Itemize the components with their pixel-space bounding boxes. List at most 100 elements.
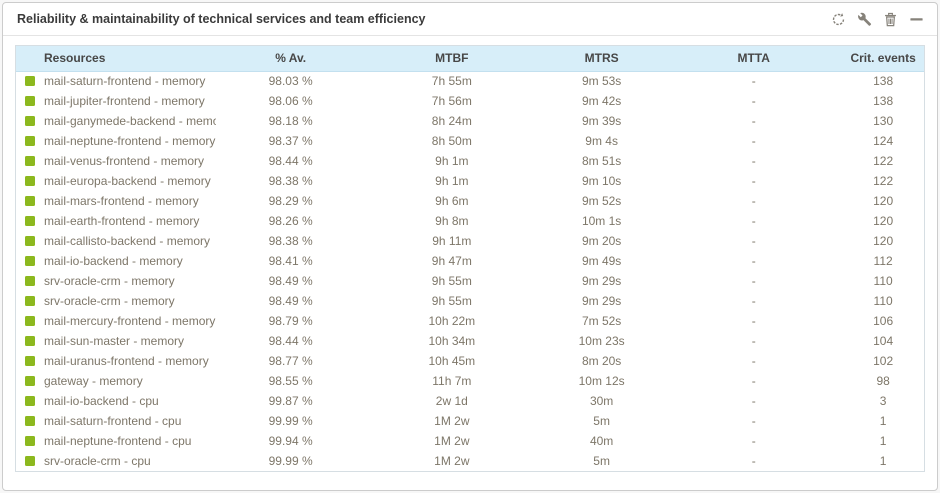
- table-row[interactable]: mail-earth-frontend - memory 98.26 % 9h …: [16, 211, 924, 231]
- table-row[interactable]: mail-jupiter-frontend - memory 98.06 % 7…: [16, 91, 924, 111]
- table-row[interactable]: mail-saturn-frontend - cpu 99.99 % 1M 2w…: [16, 411, 924, 431]
- column-header-availability[interactable]: % Av.: [215, 46, 366, 72]
- crit-events-value: 138: [873, 74, 894, 89]
- mtta-value: -: [751, 294, 756, 308]
- table-body: mail-saturn-frontend - memory 98.03 % 7h…: [16, 71, 924, 471]
- column-header-crit-events[interactable]: Crit. events: [842, 46, 924, 72]
- availability-value: 98.37 %: [268, 134, 313, 148]
- availability-value: 98.29 %: [268, 194, 313, 208]
- table-row[interactable]: srv-oracle-crm - memory 98.49 % 9h 55m 9…: [16, 291, 924, 311]
- mtbf-value: 1M 2w: [434, 434, 470, 448]
- resource-name: srv-oracle-crm - cpu: [44, 454, 151, 468]
- resource-name: mail-mars-frontend - memory: [44, 194, 199, 208]
- column-header-mtbf[interactable]: MTBF: [365, 46, 539, 72]
- table-row[interactable]: mail-io-backend - memory 98.41 % 9h 47m …: [16, 251, 924, 271]
- resource-name: mail-europa-backend - memory: [44, 174, 211, 188]
- resource-name: mail-neptune-frontend - cpu: [44, 434, 192, 448]
- table-row[interactable]: mail-uranus-frontend - memory 98.77 % 10…: [16, 351, 924, 371]
- mtbf-value: 9h 47m: [431, 254, 472, 268]
- status-ok-icon: [25, 176, 35, 186]
- resource-name: mail-io-backend - cpu: [44, 394, 159, 408]
- mtta-value: -: [751, 394, 756, 408]
- mtta-value: -: [751, 94, 756, 108]
- availability-value: 98.38 %: [268, 234, 313, 248]
- mtrs-value: 5m: [593, 414, 610, 428]
- resource-cell: gateway - memory: [16, 371, 216, 391]
- trash-icon[interactable]: [883, 12, 898, 27]
- status-ok-icon: [25, 256, 35, 266]
- table-row[interactable]: mail-callisto-backend - memory 98.38 % 9…: [16, 231, 924, 251]
- table-row[interactable]: mail-neptune-frontend - cpu 99.94 % 1M 2…: [16, 431, 924, 451]
- status-ok-icon: [25, 456, 35, 466]
- mtrs-value: 9m 10s: [581, 174, 622, 188]
- status-ok-icon: [25, 116, 35, 126]
- table-row[interactable]: srv-oracle-crm - memory 98.49 % 9h 55m 9…: [16, 271, 924, 291]
- mtta-value: -: [751, 234, 756, 248]
- resource-name: gateway - memory: [44, 374, 143, 388]
- column-header-resources[interactable]: Resources: [16, 46, 216, 72]
- resource-cell: mail-mercury-frontend - memory: [16, 311, 216, 331]
- availability-value: 98.26 %: [268, 214, 313, 228]
- mtrs-value: 9m 49s: [581, 254, 622, 268]
- mtbf-value: 8h 50m: [431, 134, 472, 148]
- resource-cell: mail-saturn-frontend - memory: [16, 71, 216, 91]
- mtta-value: -: [751, 454, 756, 468]
- mtta-value: -: [751, 174, 756, 188]
- column-header-mtta[interactable]: MTTA: [665, 46, 843, 72]
- collapse-icon[interactable]: [909, 12, 924, 27]
- table-row[interactable]: mail-sun-master - memory 98.44 % 10h 34m…: [16, 331, 924, 351]
- table-row[interactable]: mail-mercury-frontend - memory 98.79 % 1…: [16, 311, 924, 331]
- crit-events-value: 122: [873, 174, 894, 188]
- resource-cell: srv-oracle-crm - memory: [16, 271, 216, 291]
- status-ok-icon: [25, 336, 35, 346]
- mtta-value: -: [751, 134, 756, 148]
- availability-value: 99.99 %: [268, 414, 313, 428]
- resource-name: mail-jupiter-frontend - memory: [44, 94, 205, 108]
- resource-name: mail-io-backend - memory: [44, 254, 183, 268]
- table-row[interactable]: mail-mars-frontend - memory 98.29 % 9h 6…: [16, 191, 924, 211]
- mtbf-value: 2w 1d: [435, 394, 468, 408]
- reliability-table: Resources % Av. MTBF MTRS MTTA Crit. eve…: [15, 45, 925, 472]
- table-row[interactable]: srv-oracle-crm - cpu 99.99 % 1M 2w 5m - …: [16, 451, 924, 471]
- mtrs-value: 9m 29s: [581, 294, 622, 308]
- mtrs-value: 8m 51s: [581, 154, 622, 168]
- availability-value: 98.49 %: [268, 294, 313, 308]
- mtrs-value: 40m: [589, 434, 614, 448]
- resource-name: mail-callisto-backend - memory: [44, 234, 211, 248]
- table-row[interactable]: mail-saturn-frontend - memory 98.03 % 7h…: [16, 71, 924, 91]
- refresh-icon[interactable]: [831, 12, 846, 27]
- status-ok-icon: [25, 276, 35, 286]
- mtta-value: -: [751, 114, 756, 128]
- mtbf-value: 10h 34m: [428, 334, 476, 348]
- table-row[interactable]: mail-venus-frontend - memory 98.44 % 9h …: [16, 151, 924, 171]
- mtbf-value: 10h 22m: [428, 314, 476, 328]
- mtrs-value: 10m 12s: [578, 374, 625, 388]
- crit-events-value: 110: [873, 274, 893, 288]
- table-row[interactable]: gateway - memory 98.55 % 11h 7m 10m 12s …: [16, 371, 924, 391]
- table-row[interactable]: mail-europa-backend - memory 98.38 % 9h …: [16, 171, 924, 191]
- column-header-mtrs[interactable]: MTRS: [538, 46, 666, 72]
- mtbf-value: 7h 56m: [431, 94, 472, 108]
- mtbf-value: 10h 45m: [428, 354, 476, 368]
- status-ok-icon: [25, 236, 35, 246]
- mtta-value: -: [751, 434, 756, 448]
- mtbf-value: 1M 2w: [434, 414, 470, 428]
- availability-value: 98.79 %: [268, 314, 313, 328]
- resource-cell: mail-ganymede-backend - memory: [16, 111, 216, 131]
- status-ok-icon: [25, 356, 35, 366]
- table-row[interactable]: mail-ganymede-backend - memory 98.18 % 8…: [16, 111, 924, 131]
- crit-events-value: 98: [876, 374, 890, 388]
- status-ok-icon: [25, 96, 35, 106]
- wrench-icon[interactable]: [857, 12, 872, 27]
- crit-events-value: 112: [873, 254, 893, 268]
- mtta-value: -: [751, 414, 756, 428]
- table-row[interactable]: mail-io-backend - cpu 99.87 % 2w 1d 30m …: [16, 391, 924, 411]
- resource-name: mail-uranus-frontend - memory: [44, 354, 209, 368]
- status-ok-icon: [25, 136, 35, 146]
- mtta-value: -: [751, 74, 756, 89]
- crit-events-value: 120: [873, 234, 894, 248]
- table-row[interactable]: mail-neptune-frontend - memory 98.37 % 8…: [16, 131, 924, 151]
- status-ok-icon: [25, 436, 35, 446]
- status-ok-icon: [25, 416, 35, 426]
- mtrs-value: 5m: [593, 454, 610, 468]
